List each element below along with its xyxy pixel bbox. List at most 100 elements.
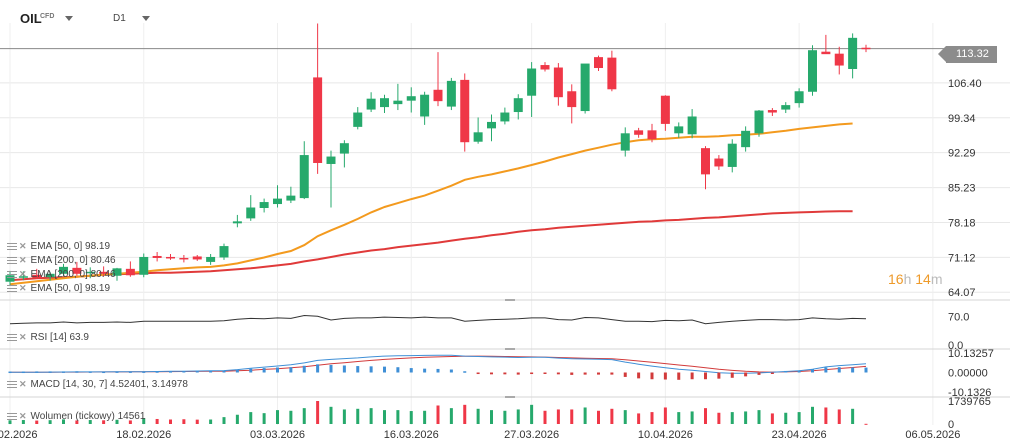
candle[interactable] [32, 268, 42, 279]
candle[interactable] [446, 77, 456, 111]
drag-handle-icon[interactable] [7, 380, 17, 388]
drag-handle-icon[interactable] [7, 270, 17, 278]
candle[interactable] [259, 198, 269, 213]
candle[interactable] [45, 271, 55, 281]
timeframe-dropdown-icon[interactable] [142, 16, 150, 21]
candle[interactable] [580, 63, 590, 114]
candle[interactable] [553, 63, 563, 106]
candle[interactable] [286, 186, 296, 204]
candle[interactable] [460, 73, 470, 152]
candle[interactable] [406, 87, 416, 113]
candle[interactable] [393, 83, 403, 111]
candle[interactable] [139, 253, 149, 278]
candle[interactable] [634, 127, 644, 138]
candle[interactable] [380, 94, 389, 114]
candle[interactable] [701, 146, 710, 190]
candle[interactable] [59, 263, 68, 277]
remove-icon[interactable]: ✕ [19, 255, 27, 265]
candle[interactable] [179, 254, 189, 263]
candle[interactable] [487, 114, 496, 142]
candle[interactable] [326, 150, 336, 208]
candle[interactable] [112, 267, 122, 281]
candle[interactable] [299, 141, 309, 200]
candle[interactable] [420, 91, 430, 125]
legend-rsi[interactable]: ✕ RSI [14] 63.9 [7, 332, 89, 343]
candle[interactable] [594, 55, 603, 71]
candle[interactable] [620, 127, 630, 157]
candle[interactable] [834, 46, 844, 75]
legend-volume[interactable]: ✕ Wolumen (tickowy) 14561 [7, 411, 145, 422]
candle-body [754, 110, 764, 134]
candle[interactable] [232, 214, 242, 228]
legend-macd[interactable]: ✕ MACD [14, 30, 7] 4.52401, 3.14978 [7, 379, 188, 390]
candle[interactable] [848, 33, 858, 79]
candle[interactable] [353, 107, 363, 130]
candle[interactable] [72, 261, 82, 276]
candle[interactable] [714, 155, 724, 170]
candle[interactable] [513, 94, 523, 120]
candle[interactable] [821, 34, 831, 55]
candle[interactable] [741, 126, 751, 152]
candle[interactable] [273, 185, 282, 208]
remove-icon[interactable]: ✕ [19, 269, 27, 279]
candle[interactable] [18, 271, 28, 281]
drag-handle-icon[interactable] [7, 242, 17, 250]
candle[interactable] [767, 108, 777, 116]
candle[interactable] [500, 107, 510, 125]
candles-layer[interactable] [5, 23, 871, 286]
remove-icon[interactable]: ✕ [19, 332, 27, 342]
legend-ema200-secondary[interactable]: ✕ EMA [200, 0] 80.46 [7, 269, 116, 280]
symbol-name[interactable]: OIL [20, 11, 42, 26]
remove-icon[interactable]: ✕ [19, 283, 27, 293]
macd-histogram-bar [597, 372, 600, 375]
candle[interactable] [808, 45, 817, 96]
candle[interactable] [567, 84, 577, 124]
candle[interactable] [647, 123, 657, 143]
pane-resize-handle[interactable] [505, 348, 515, 350]
remove-icon[interactable]: ✕ [19, 411, 27, 421]
candle[interactable] [794, 88, 804, 108]
candle[interactable] [607, 50, 617, 92]
candle[interactable] [366, 92, 376, 113]
drag-handle-icon[interactable] [7, 284, 17, 292]
candle[interactable] [727, 139, 737, 173]
candle[interactable] [433, 52, 443, 107]
candle[interactable] [99, 266, 109, 277]
pane-resize-handle[interactable] [505, 396, 515, 398]
candle[interactable] [339, 140, 349, 168]
candle[interactable] [85, 267, 95, 279]
candle[interactable] [246, 195, 256, 221]
pane-resize-handle[interactable] [505, 299, 515, 301]
symbol-dropdown-icon[interactable] [65, 16, 73, 21]
candle[interactable] [192, 254, 202, 261]
legend-ema50-secondary[interactable]: ✕ EMA [50, 0] 98.19 [7, 283, 110, 294]
remove-icon[interactable]: ✕ [19, 241, 27, 251]
legend-ema50[interactable]: ✕ EMA [50, 0] 98.19 [7, 241, 110, 252]
candle[interactable] [219, 243, 229, 260]
candle[interactable] [166, 253, 175, 260]
candle[interactable] [660, 95, 670, 131]
drag-handle-icon[interactable] [7, 333, 17, 341]
candle[interactable] [540, 62, 550, 72]
candle-body [741, 130, 751, 148]
candle[interactable] [527, 62, 537, 117]
candle-body [674, 126, 684, 134]
legend-ema200[interactable]: ✕ EMA [200, 0] 80.46 [7, 255, 116, 266]
candle[interactable] [861, 44, 871, 53]
drag-handle-icon[interactable] [7, 256, 17, 264]
symbol-type: CFD [40, 13, 55, 20]
candle[interactable] [781, 102, 791, 114]
candle[interactable] [687, 109, 697, 139]
timeframe-selector[interactable]: D1 [113, 13, 126, 24]
candle-body [32, 274, 42, 278]
candle[interactable] [754, 110, 764, 137]
drag-handle-icon[interactable] [7, 412, 17, 420]
candle[interactable] [125, 261, 135, 277]
candle[interactable] [206, 253, 216, 265]
candle[interactable] [152, 252, 162, 262]
candle[interactable] [473, 117, 483, 144]
candle[interactable] [674, 122, 684, 138]
candle[interactable] [313, 23, 323, 174]
remove-icon[interactable]: ✕ [19, 379, 27, 389]
